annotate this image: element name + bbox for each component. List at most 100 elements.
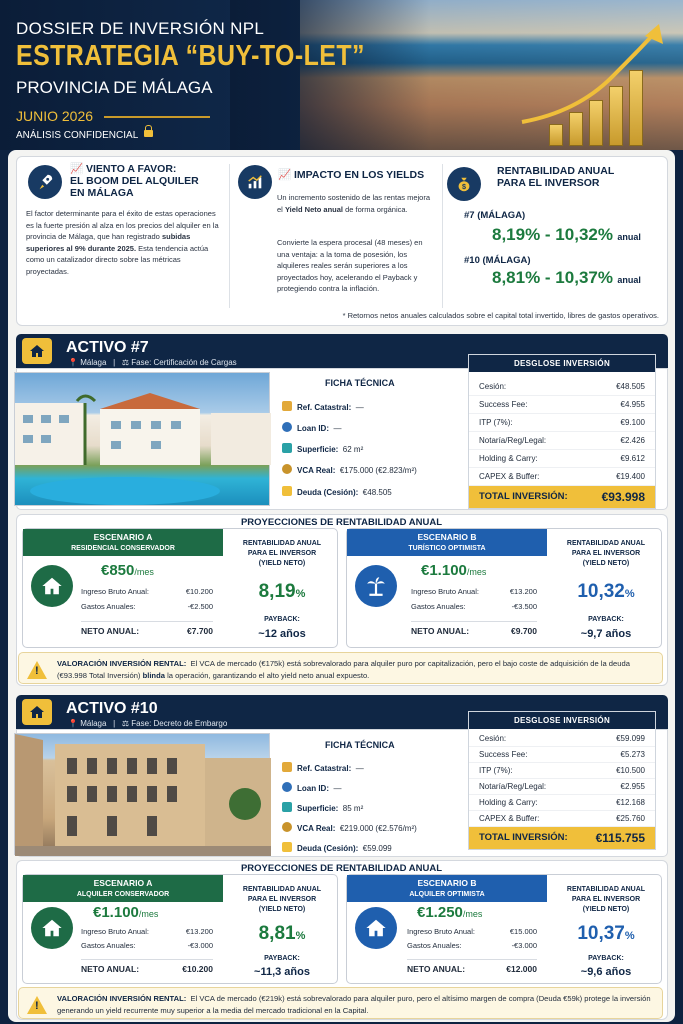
- asset7-scenario-b: ESCENARIO B TURÍSTICO OPTIMISTA €1.100/me…: [346, 528, 662, 648]
- location-pin-icon: 📍: [68, 358, 78, 367]
- asset7-ficha-title: FICHA TÉCNICA: [325, 378, 395, 388]
- breakdown-row: Notaría/Reg/Legal: €2.426: [469, 432, 655, 450]
- returns-a7: 8,19% - 10,32% anual: [492, 225, 641, 244]
- impact-title: 📈 IMPACTO EN LOS YIELDS: [278, 169, 425, 181]
- breakdown-row: CAPEX & Buffer: €25.760: [469, 811, 655, 827]
- asset10-phase: Fase: Decreto de Embargo: [131, 719, 228, 728]
- ruler-icon: [282, 443, 292, 453]
- impact-p2: Convierte la espera procesal (48 meses) …: [277, 238, 423, 293]
- asset10-breakdown: DESGLOSE INVERSIÓN Cesión: €59.099 Succes…: [468, 711, 656, 850]
- breakdown-row: Holding & Carry: €9.612: [469, 450, 655, 468]
- id-icon: [282, 422, 292, 432]
- scenario-yield: 8,81%: [258, 923, 306, 944]
- card-icon: [282, 842, 292, 852]
- breakdown-row: CAPEX & Buffer: €19.400: [469, 468, 655, 486]
- home-icon: [31, 907, 73, 949]
- strategy-title: ESTRATEGIA “BUY-TO-LET”: [16, 40, 365, 72]
- returns-title: RENTABILIDAD ANUAL PARA EL INVERSOR: [497, 165, 615, 189]
- scenario-expenses: Gastos Anuales: -€3.500: [411, 602, 537, 611]
- asset10-loan: Loan ID: —: [282, 782, 341, 793]
- impact-p1: Un incremento sostenido de las rentas me…: [277, 193, 430, 214]
- asset7-title: ACTIVO #7: [66, 339, 149, 356]
- svg-text:$: $: [462, 182, 466, 191]
- asset7-surface: Superficie: 62 m²: [282, 443, 363, 454]
- home-icon: [22, 338, 52, 364]
- scenario-payback: ~11,3 años: [254, 966, 310, 978]
- intro-card: [16, 156, 668, 326]
- scenario-gross: Ingreso Bruto Anual: €10.200: [81, 587, 213, 596]
- key-icon: [282, 762, 292, 772]
- asset10-location: Málaga: [80, 719, 107, 728]
- card-icon: [282, 486, 292, 496]
- id-icon: [282, 782, 292, 792]
- asset7-location: Málaga: [80, 358, 107, 367]
- breakdown-row: ITP (7%): €10.500: [469, 763, 655, 779]
- asset7-total: TOTAL INVERSIÓN: €93.998: [469, 486, 655, 508]
- growth-bars-graphic: [549, 56, 659, 146]
- scenario-net: NETO ANUAL: €10.200: [81, 959, 213, 974]
- asset10-debt: Deuda (Cesión): €59.099: [282, 842, 392, 853]
- wind-title: 📈 VIENTO A FAVOR: EL BOOM DEL ALQUILER E…: [70, 163, 199, 199]
- growth-arrow-icon: [521, 24, 663, 124]
- returns-a7-label: #7 (MÁLAGA): [464, 210, 526, 221]
- asset7-loan: Loan ID: —: [282, 422, 341, 433]
- warning-icon: [27, 661, 47, 679]
- scales-icon: ⚖: [121, 358, 130, 367]
- scenario-price: €850/mes: [101, 562, 154, 579]
- scenario-price: €1.100/mes: [421, 562, 487, 579]
- wind-body: El factor determinante para el éxito de …: [26, 209, 219, 276]
- hero-banner: DOSSIER DE INVERSIÓN NPL ESTRATEGIA “BUY…: [0, 0, 683, 150]
- scenario-expenses: Gastos Anuales: -€3.000: [81, 941, 213, 950]
- asset10-ficha-title: FICHA TÉCNICA: [325, 740, 395, 750]
- growth-chart-icon: [238, 165, 272, 199]
- asset10-projections-title: PROYECCIONES DE RENTABILIDAD ANUAL: [240, 863, 443, 874]
- palm-tree-icon: [355, 565, 397, 607]
- home-icon: [355, 907, 397, 949]
- asset10-title: ACTIVO #10: [66, 700, 158, 717]
- asset10-ref: Ref. Catastral: —: [282, 762, 364, 773]
- breakdown-row: Notaría/Reg/Legal: €2.955: [469, 779, 655, 795]
- key-icon: [282, 401, 292, 411]
- province-title: PROVINCIA DE MÁLAGA: [16, 78, 213, 97]
- asset7-phase: Fase: Certificación de Cargas: [131, 358, 237, 367]
- scenario-payback: ~9,6 años: [580, 966, 632, 978]
- asset10-scenario-b: ESCENARIO B ALQUILER OPTIMISTA €1.250/mes…: [346, 874, 662, 984]
- returns-a10-label: #10 (MÁLAGA): [464, 255, 531, 266]
- scenario-yield: 10,32%: [577, 581, 635, 602]
- home-icon: [22, 699, 52, 725]
- ruler-icon: [282, 802, 292, 812]
- scenario-gross: Ingreso Bruto Anual: €13.200: [411, 587, 537, 596]
- asset10-valuation-note: VALORACIÓN INVERSIÓN RENTAL: El VCA de m…: [18, 987, 663, 1019]
- warning-icon: [27, 996, 47, 1014]
- asset10-scenario-a: ESCENARIO A ALQUILER CONSERVADOR €1.100/m…: [22, 874, 338, 984]
- scenario-gross: Ingreso Bruto Anual: €13.200: [81, 927, 213, 936]
- scenario-payback: ~12 años: [258, 628, 306, 640]
- asset10-surface: Superficie: 85 m²: [282, 802, 363, 813]
- asset7-ref: Ref. Catastral: —: [282, 401, 364, 412]
- scenario-payback: ~9,7 años: [580, 628, 632, 640]
- asset10-vca: VCA Real: €219.000 (€2.576/m²): [282, 822, 417, 833]
- breakdown-row: Success Fee: €4.955: [469, 396, 655, 414]
- asset7-breakdown: DESGLOSE INVERSIÓN Cesión: €48.505 Succes…: [468, 354, 656, 509]
- scenario-price: €1.100/mes: [93, 904, 159, 921]
- coin-bag-icon: [282, 822, 292, 832]
- scenario-price: €1.250/mes: [417, 904, 483, 921]
- home-icon: [31, 565, 73, 607]
- scenario-yield: 10,37%: [577, 923, 635, 944]
- rocket-icon: [28, 165, 62, 199]
- scenario-gross: Ingreso Bruto Anual: €15.000: [407, 927, 537, 936]
- asset7-vca: VCA Real: €175.000 (€2.823/m²): [282, 464, 417, 475]
- asset7-photo: [14, 372, 271, 506]
- lock-icon: [144, 125, 154, 137]
- breakdown-row: Cesión: €48.505: [469, 378, 655, 396]
- asset10-photo: [14, 733, 271, 856]
- scenario-expenses: Gastos Anuales: -€2.500: [81, 602, 213, 611]
- scenario-net: NETO ANUAL: €7.700: [81, 621, 213, 636]
- money-bag-icon: $: [447, 167, 481, 201]
- coin-bag-icon: [282, 464, 292, 474]
- scenario-yield: 8,19%: [258, 581, 306, 602]
- scenario-net: NETO ANUAL: €12.000: [407, 959, 537, 974]
- scenario-expenses: Gastos Anuales: -€3.000: [407, 941, 537, 950]
- breakdown-row: ITP (7%): €9.100: [469, 414, 655, 432]
- breakdown-row: Holding & Carry: €12.168: [469, 795, 655, 811]
